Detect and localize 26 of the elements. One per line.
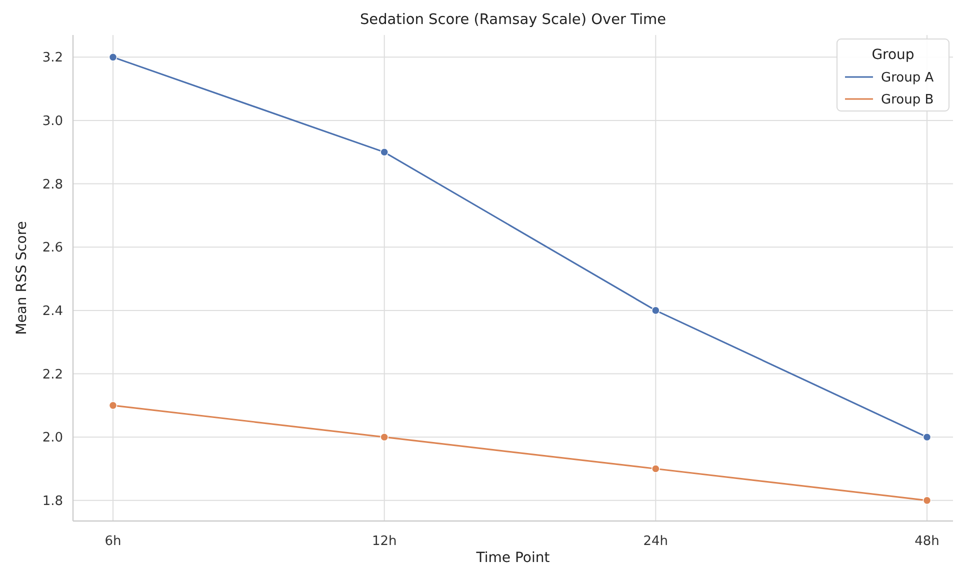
y-tick-label: 2.4: [42, 304, 63, 320]
x-tick-label: 24h: [643, 534, 668, 549]
y-tick-label: 2.0: [42, 430, 63, 446]
legend-label: Group A: [881, 70, 934, 86]
point: [922, 496, 932, 505]
x-tick-label: 48h: [914, 534, 940, 549]
x-axis-title: Time Point: [475, 550, 550, 566]
y-tick-label: 2.8: [42, 177, 63, 192]
y-tick-label: 3.0: [42, 114, 63, 130]
y-axis-title: Mean RSS Score: [14, 221, 30, 335]
point: [651, 464, 660, 473]
point: [922, 432, 932, 442]
y-tick-label: 1.8: [42, 494, 63, 509]
legend-label: Group B: [881, 92, 934, 108]
x-tick-label: 12h: [372, 534, 397, 549]
x-tick-label: 6h: [104, 534, 122, 549]
legend-title: Group: [872, 47, 914, 63]
point: [380, 432, 389, 442]
point: [108, 401, 118, 410]
point: [108, 52, 118, 62]
chart-title: Sedation Score (Ramsay Scale) Over Time: [360, 12, 666, 28]
y-tick-label: 2.6: [42, 240, 63, 256]
point: [651, 306, 660, 315]
point: [380, 148, 389, 156]
y-tick-label: 2.2: [42, 367, 63, 382]
y-tick-label: 3.2: [42, 50, 63, 66]
